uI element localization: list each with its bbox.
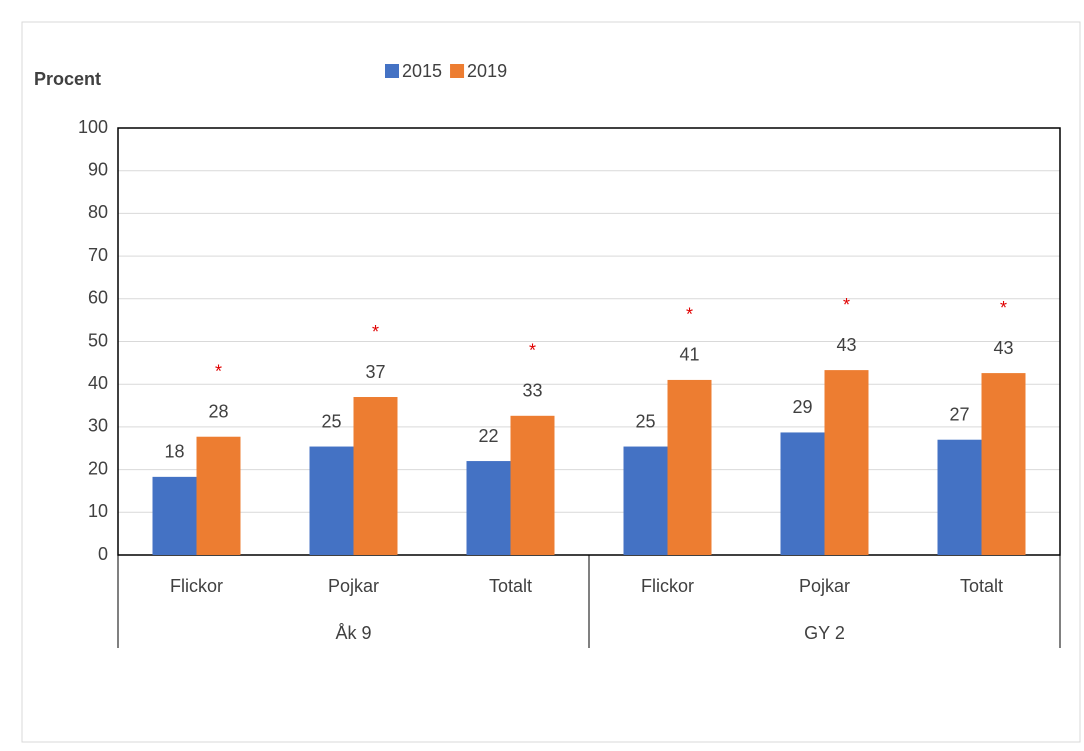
data-label: 43 <box>836 335 856 355</box>
y-tick-label: 90 <box>88 159 108 179</box>
y-tick-label: 70 <box>88 245 108 265</box>
data-label: 22 <box>478 426 498 446</box>
x-tick-label: Totalt <box>960 576 1003 596</box>
legend-label: 2015 <box>402 61 442 81</box>
group-label: Åk 9 <box>335 623 371 643</box>
bar <box>353 397 398 555</box>
x-tick-label: Totalt <box>489 576 532 596</box>
data-label: 25 <box>635 411 655 431</box>
bar <box>309 446 354 555</box>
y-tick-label: 20 <box>88 458 108 478</box>
y-tick-label: 30 <box>88 416 108 436</box>
bar <box>466 461 511 555</box>
bar <box>510 415 555 555</box>
bar <box>824 370 869 555</box>
data-label: 28 <box>208 401 228 421</box>
data-label: 43 <box>993 338 1013 358</box>
significance-marker: * <box>372 322 379 342</box>
bar <box>623 446 668 555</box>
bar <box>937 439 982 555</box>
data-label: 37 <box>365 362 385 382</box>
y-tick-label: 80 <box>88 202 108 222</box>
y-tick-label: 60 <box>88 288 108 308</box>
y-tick-label: 10 <box>88 501 108 521</box>
legend-label: 2019 <box>467 61 507 81</box>
data-label: 41 <box>679 345 699 365</box>
x-tick-label: Pojkar <box>799 576 850 596</box>
data-label: 27 <box>949 404 969 424</box>
significance-marker: * <box>1000 298 1007 318</box>
x-tick-label: Flickor <box>170 576 223 596</box>
x-tick-label: Pojkar <box>328 576 379 596</box>
bar <box>780 432 825 555</box>
significance-marker: * <box>686 305 693 325</box>
legend-swatch <box>385 64 399 78</box>
y-tick-label: 40 <box>88 373 108 393</box>
significance-marker: * <box>843 295 850 315</box>
y-tick-label: 50 <box>88 330 108 350</box>
data-label: 33 <box>522 381 542 401</box>
bar <box>667 379 712 555</box>
y-tick-label: 100 <box>78 117 108 137</box>
legend-swatch <box>450 64 465 78</box>
significance-marker: * <box>529 341 536 361</box>
group-label: GY 2 <box>804 623 845 643</box>
data-label: 18 <box>164 442 184 462</box>
data-label: 29 <box>792 397 812 417</box>
bar <box>152 476 197 555</box>
bar <box>196 436 241 555</box>
data-label: 25 <box>321 411 341 431</box>
significance-marker: * <box>215 361 222 381</box>
x-tick-label: Flickor <box>641 576 694 596</box>
chart-border <box>21 21 1081 743</box>
y-axis-label: Procent <box>34 69 101 89</box>
bar <box>981 373 1026 555</box>
y-tick-label: 0 <box>98 544 108 564</box>
